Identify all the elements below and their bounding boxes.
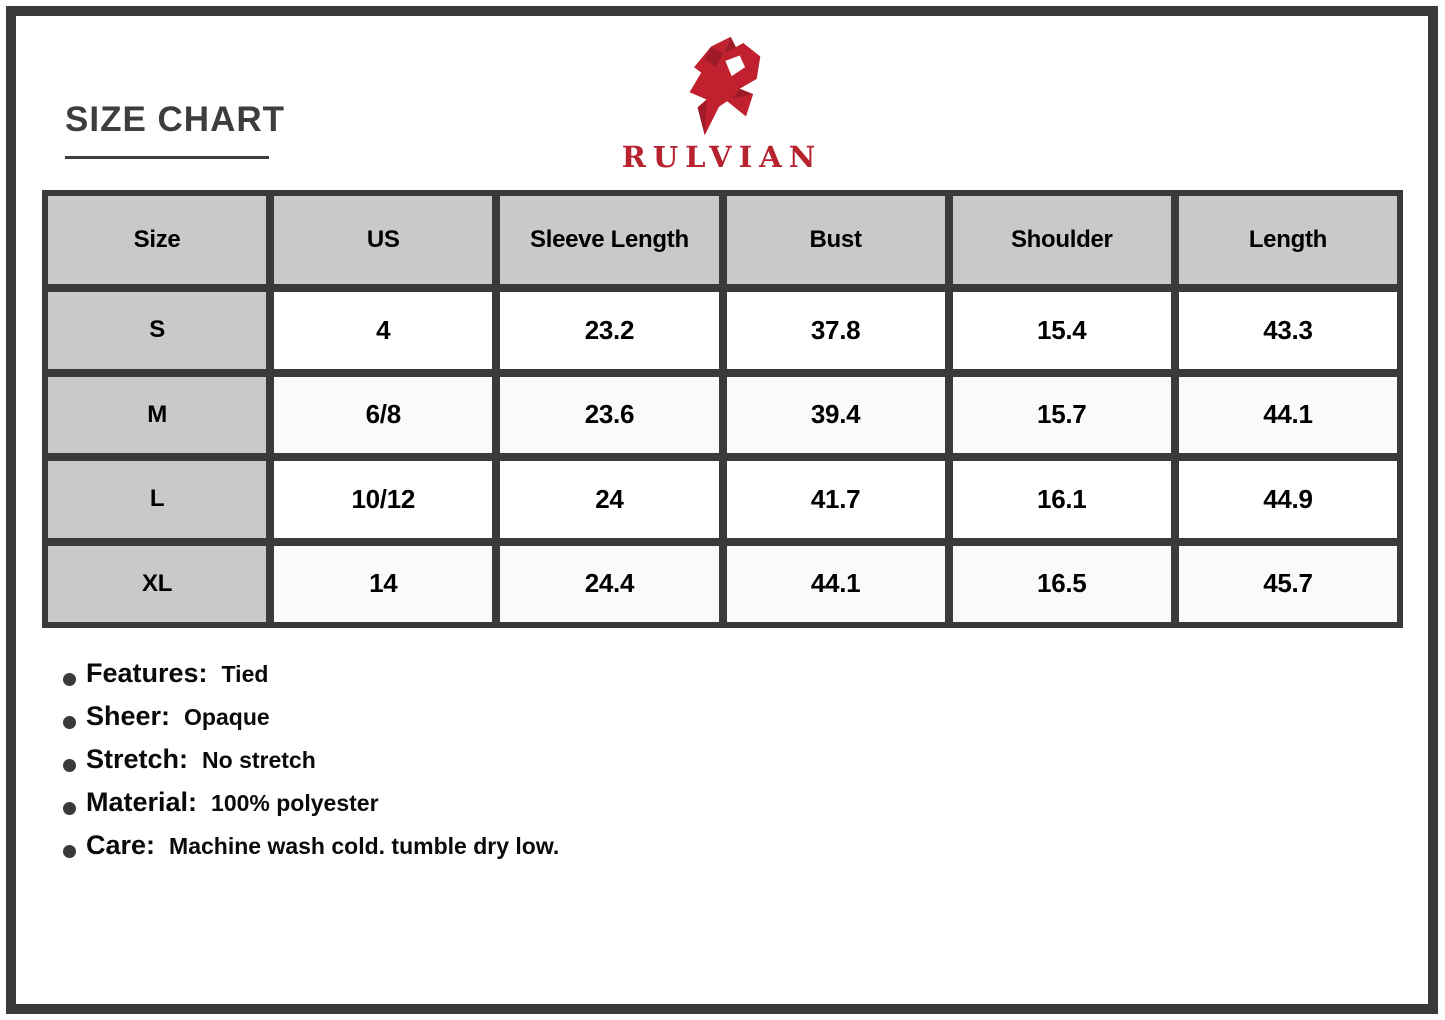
table-cell: 10/12	[274, 461, 493, 538]
table-header-cell: US	[274, 196, 493, 284]
table-size-cell: L	[48, 461, 267, 538]
table-header-cell: Bust	[726, 196, 945, 284]
table-cell: 15.4	[952, 292, 1171, 369]
detail-item: Care: Machine wash cold. tumble dry low.	[63, 830, 559, 873]
detail-value: Tied	[221, 661, 269, 687]
brand-name: RULVIAN	[621, 140, 823, 174]
page-title: SIZE CHART	[65, 100, 285, 139]
table-cell: 45.7	[1178, 545, 1397, 622]
detail-item: Sheer: Opaque	[63, 701, 559, 744]
table-cell: 24	[500, 461, 719, 538]
table-header-cell: Shoulder	[952, 196, 1171, 284]
detail-value: No stretch	[202, 747, 316, 773]
detail-value: Machine wash cold. tumble dry low.	[169, 833, 560, 859]
detail-label: Features:	[86, 658, 208, 688]
table-cell: 39.4	[726, 376, 945, 453]
table-cell: 44.9	[1178, 461, 1397, 538]
detail-value: 100% polyester	[211, 790, 379, 816]
detail-item: Material: 100% polyester	[63, 787, 559, 830]
table-cell: 43.3	[1178, 292, 1397, 369]
detail-value: Opaque	[184, 704, 270, 730]
table-cell: 37.8	[726, 292, 945, 369]
table-header-cell: Size	[48, 196, 267, 284]
detail-item: Features: Tied	[63, 658, 559, 701]
brand-r-monogram-icon	[689, 36, 761, 136]
table-cell: 44.1	[726, 545, 945, 622]
table-cell: 23.6	[500, 376, 719, 453]
bullet-icon	[63, 716, 76, 729]
table-cell: 16.1	[952, 461, 1171, 538]
bullet-icon	[63, 759, 76, 772]
table-cell: 24.4	[500, 545, 719, 622]
table-size-cell: S	[48, 292, 267, 369]
table-cell: 15.7	[952, 376, 1171, 453]
size-table: Size US Sleeve Length Bust Shoulder Length S 4 2…	[42, 190, 1403, 628]
table-cell: 6/8	[274, 376, 493, 453]
page-title-block: SIZE CHART	[65, 100, 285, 159]
detail-item: Stretch: No stretch	[63, 744, 559, 787]
brand-logo: RULVIAN	[622, 34, 822, 174]
outer-frame: SIZE CHART RULVIAN Size US Sleeve Length Bu…	[6, 6, 1438, 1014]
bullet-icon	[63, 845, 76, 858]
detail-label: Stretch:	[86, 744, 189, 774]
table-cell: 44.1	[1178, 376, 1397, 453]
detail-label: Material:	[86, 787, 198, 817]
table-cell: 14	[274, 545, 493, 622]
detail-label: Sheer:	[86, 701, 171, 731]
table-header-cell: Sleeve Length	[500, 196, 719, 284]
table-cell: 41.7	[726, 461, 945, 538]
bullet-icon	[63, 802, 76, 815]
details-list: Features: Tied Sheer: Opaque Stretch: No stre…	[63, 658, 559, 873]
table-cell: 23.2	[500, 292, 719, 369]
table-cell: 4	[274, 292, 493, 369]
bullet-icon	[63, 673, 76, 686]
table-header-cell: Length	[1178, 196, 1397, 284]
table-size-cell: XL	[48, 545, 267, 622]
table-size-cell: M	[48, 376, 267, 453]
table-cell: 16.5	[952, 545, 1171, 622]
detail-label: Care:	[86, 830, 156, 860]
title-underline	[65, 156, 269, 159]
